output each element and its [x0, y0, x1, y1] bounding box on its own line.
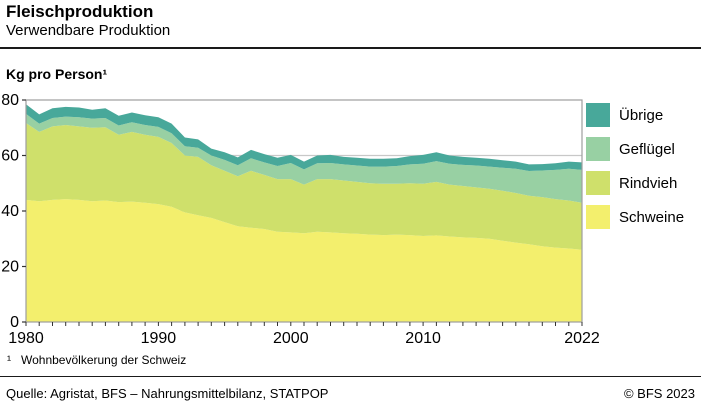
y-tick-label-80: 80 — [1, 92, 19, 109]
footer-divider — [0, 376, 701, 377]
legend-item-uebrige: Übrige — [586, 103, 684, 127]
page-title: Fleischproduktion — [6, 2, 154, 21]
x-tick-label-1990: 1990 — [141, 330, 177, 347]
legend-item-rindvieh: Rindvieh — [586, 171, 684, 195]
y-tick-label-60: 60 — [1, 148, 19, 165]
chart-legend: Übrige Geflügel Rindvieh Schweine — [586, 103, 684, 239]
footnote: ¹ Wohnbevölkerung der Schweiz — [7, 353, 186, 367]
x-tick-label-2000: 2000 — [273, 330, 309, 347]
legend-swatch-uebrige — [586, 103, 610, 127]
y-axis-title: Kg pro Person¹ — [6, 66, 108, 82]
x-tick-label-1980: 1980 — [8, 330, 44, 347]
copyright-text: © BFS 2023 — [623, 386, 695, 401]
footnote-marker: ¹ — [7, 353, 11, 367]
legend-item-gefluegel: Geflügel — [586, 137, 684, 161]
header-divider — [0, 47, 701, 49]
legend-label-uebrige: Übrige — [619, 106, 664, 124]
y-tick-label-20: 20 — [1, 259, 19, 276]
area-rindvieh — [26, 123, 582, 250]
area-schweine — [26, 199, 582, 322]
legend-label-gefluegel: Geflügel — [619, 140, 675, 158]
legend-label-schweine: Schweine — [619, 208, 685, 226]
page-subtitle: Verwendbare Produktion — [6, 22, 171, 39]
legend-swatch-gefluegel — [586, 137, 610, 161]
area-uebrige — [26, 104, 582, 171]
legend-swatch-schweine — [586, 205, 610, 229]
footnote-text: Wohnbevölkerung der Schweiz — [21, 353, 187, 367]
area-gefluegel — [26, 113, 582, 203]
legend-swatch-rindvieh — [586, 171, 610, 195]
x-tick-label-2010: 2010 — [405, 330, 441, 347]
source-text: Quelle: Agristat, BFS – Nahrungsmittelbi… — [6, 386, 329, 401]
x-axis: 1980 1990 2000 2010 2022 — [8, 322, 600, 347]
stacked-area-chart: 0 20 40 60 80 1980 1990 2000 2010 2022 — [1, 92, 600, 347]
y-axis: 0 20 40 60 80 — [1, 92, 26, 331]
x-tick-label-2022: 2022 — [564, 330, 600, 347]
y-tick-label-0: 0 — [10, 314, 19, 331]
y-tick-label-40: 40 — [1, 203, 19, 220]
legend-item-schweine: Schweine — [586, 205, 684, 229]
legend-label-rindvieh: Rindvieh — [619, 174, 678, 192]
